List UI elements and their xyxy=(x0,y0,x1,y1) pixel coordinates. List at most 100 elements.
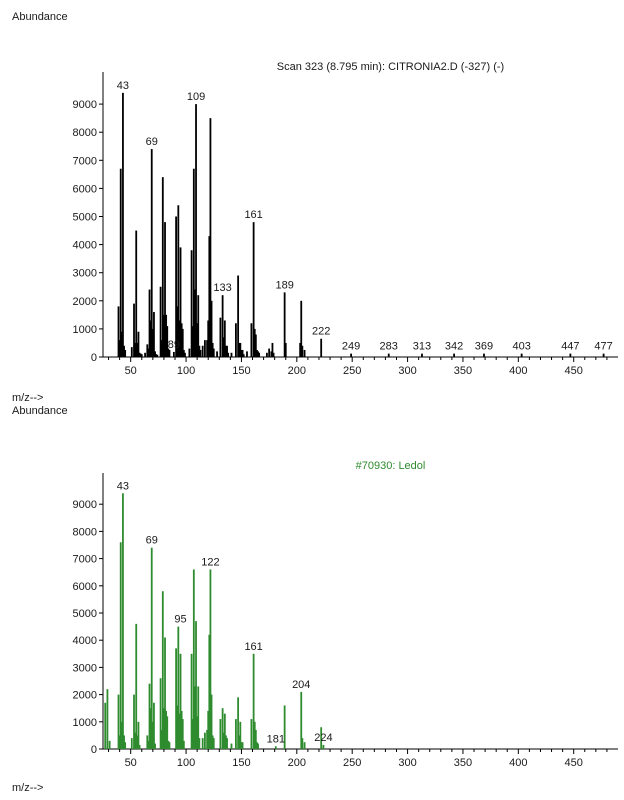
peak-label: 222 xyxy=(312,326,330,338)
x-tick-label: 150 xyxy=(232,757,250,769)
spectrum-peak xyxy=(198,345,201,357)
peak-label: 181 xyxy=(267,733,285,745)
spectrum-peak xyxy=(299,342,302,357)
y-tick-label: 2000 xyxy=(73,690,97,702)
spectrum-peak xyxy=(268,348,271,357)
peak-label: 313 xyxy=(413,341,431,353)
spectrum-peak xyxy=(153,312,155,357)
spectrum-peak xyxy=(188,348,191,357)
spectrum-peak xyxy=(222,732,225,749)
spectrum-peak xyxy=(206,729,209,749)
spectrum-peak xyxy=(242,354,245,357)
spectrum-peak xyxy=(237,275,240,357)
y-tick-label: 5000 xyxy=(73,608,97,620)
spectrum-peak xyxy=(235,719,237,749)
spectrum-peak xyxy=(192,569,195,749)
spectrum-peak xyxy=(172,351,175,357)
y-tick-label: 4000 xyxy=(73,240,97,252)
spectrum-peak xyxy=(166,326,169,357)
chart-title: Scan 323 (8.795 min): CITRONIA2.D (-327)… xyxy=(277,61,504,73)
x-tick-label: 450 xyxy=(565,757,583,769)
spectrum-peak xyxy=(147,348,150,357)
spectrum-peak xyxy=(165,710,168,749)
spectrum-peak xyxy=(226,345,228,357)
spectrum-peak xyxy=(119,542,122,749)
spectrum-peak xyxy=(196,716,199,749)
x-tick-label: 300 xyxy=(398,757,416,769)
x-tick-label: 150 xyxy=(232,365,250,377)
spectrum-peak xyxy=(104,702,107,749)
spectrum-peak xyxy=(270,351,273,357)
spectrum-peak xyxy=(240,349,243,357)
spectrum-peak xyxy=(146,344,149,357)
spectrum-peak xyxy=(178,320,181,357)
spectrum-peak xyxy=(223,713,226,749)
spectrum-peak xyxy=(212,348,215,357)
spectrum-peak xyxy=(238,342,241,357)
spectrum-peak xyxy=(137,331,140,357)
y-axis-label: Abundance xyxy=(12,11,68,23)
y-tick-label: 8000 xyxy=(73,526,97,538)
spectrum-peak xyxy=(164,222,166,357)
spectrum-peak xyxy=(135,623,138,749)
spectrum-peak xyxy=(253,328,256,357)
spectrum-peak xyxy=(134,732,137,749)
y-tick-label: 3000 xyxy=(73,268,97,280)
spectrum-peak xyxy=(201,345,204,357)
spectrum-peak xyxy=(301,345,304,357)
spectrum-peak xyxy=(201,738,204,749)
spectrum-peak xyxy=(241,742,244,749)
y-tick-label: 0 xyxy=(91,352,97,364)
spectrum-peak xyxy=(257,351,259,357)
spectrum-peak xyxy=(250,719,253,749)
y-tick-label: 6000 xyxy=(73,581,97,593)
spectrum-peak xyxy=(135,230,138,357)
spectrum-peak xyxy=(320,338,323,357)
spectrum-peak xyxy=(146,735,149,749)
spectrum-peak xyxy=(175,216,177,357)
spectrum-peak xyxy=(196,323,199,357)
spectrum-chart-top: Scan 323 (8.795 min): CITRONIA2.D (-327)… xyxy=(73,61,618,377)
spectrum-peak xyxy=(117,306,120,357)
spectrum-peak xyxy=(209,569,212,749)
spectrum-peak xyxy=(258,352,261,357)
spectrum-peak xyxy=(163,314,165,357)
spectrum-peak xyxy=(225,345,227,357)
spectrum-peak xyxy=(179,653,182,749)
spectrum-peak xyxy=(133,694,135,749)
spectrum-peak xyxy=(118,735,121,749)
spectrum-peak xyxy=(160,340,163,357)
spectrum-peak xyxy=(167,348,170,357)
y-tick-label: 9000 xyxy=(73,99,97,111)
x-axis-label: m/z--> xyxy=(12,782,44,794)
spectrum-peak xyxy=(274,746,277,749)
y-tick-label: 2000 xyxy=(73,296,97,308)
x-tick-label: 300 xyxy=(398,365,416,377)
peak-label: 204 xyxy=(292,679,310,691)
spectrum-peak xyxy=(153,702,155,749)
spectrum-peak xyxy=(246,351,248,357)
spectrum-peak xyxy=(144,352,146,357)
spectrum-peak xyxy=(226,738,228,749)
peak-label: 161 xyxy=(244,641,262,653)
spectrum-peak xyxy=(179,247,182,357)
spectrum-peak xyxy=(602,353,605,357)
peak-label: 89 xyxy=(168,339,180,351)
x-tick-label: 50 xyxy=(125,757,137,769)
spectrum-peak xyxy=(177,626,180,749)
spectrum-peak xyxy=(154,351,156,357)
spectrum-peak xyxy=(222,337,225,357)
x-tick-label: 450 xyxy=(565,365,583,377)
spectrum-peak xyxy=(123,345,125,357)
spectrum-peak xyxy=(197,686,200,749)
peak-label: 249 xyxy=(342,341,360,353)
spectrum-peak xyxy=(300,691,303,749)
spectrum-peak xyxy=(320,727,323,749)
spectrum-peak xyxy=(256,349,258,357)
spectrum-peak xyxy=(194,289,196,357)
x-tick-label: 100 xyxy=(177,757,195,769)
spectrum-peak xyxy=(212,738,215,749)
spectrum-peak xyxy=(168,349,171,357)
spectrum-peak xyxy=(237,697,240,749)
spectrum-peak xyxy=(283,705,286,749)
